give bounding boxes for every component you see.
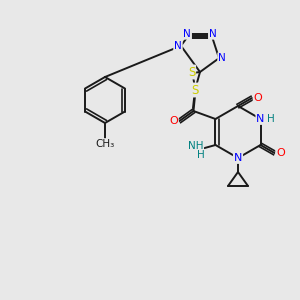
Text: N: N bbox=[234, 153, 242, 163]
Text: S: S bbox=[191, 83, 199, 97]
Text: N: N bbox=[183, 29, 191, 39]
Text: H: H bbox=[196, 150, 204, 160]
Text: NH: NH bbox=[188, 141, 203, 151]
Text: H: H bbox=[267, 114, 274, 124]
Text: O: O bbox=[254, 93, 262, 103]
Text: N: N bbox=[209, 29, 217, 39]
Text: S: S bbox=[188, 65, 195, 79]
Text: CH₃: CH₃ bbox=[95, 139, 115, 149]
Text: O: O bbox=[169, 116, 178, 126]
Text: O: O bbox=[276, 148, 285, 158]
Text: N: N bbox=[174, 41, 182, 51]
Text: N: N bbox=[218, 53, 226, 63]
Text: N: N bbox=[256, 114, 265, 124]
